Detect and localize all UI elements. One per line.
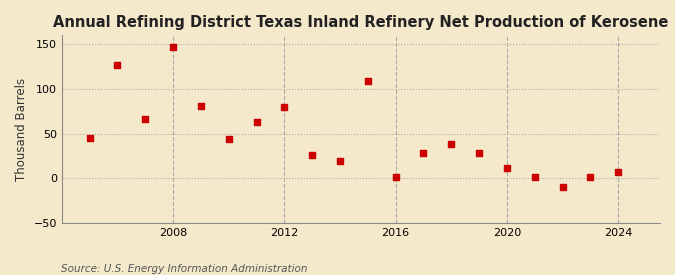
Point <box>335 159 346 164</box>
Point <box>585 174 596 179</box>
Point <box>529 174 540 179</box>
Point <box>84 136 95 140</box>
Text: Source: U.S. Energy Information Administration: Source: U.S. Energy Information Administ… <box>61 264 307 274</box>
Point <box>112 63 123 67</box>
Point <box>223 137 234 141</box>
Point <box>418 151 429 156</box>
Point <box>474 151 485 156</box>
Title: Annual Refining District Texas Inland Refinery Net Production of Kerosene: Annual Refining District Texas Inland Re… <box>53 15 668 30</box>
Point <box>307 153 318 157</box>
Point <box>279 105 290 109</box>
Point <box>251 120 262 124</box>
Y-axis label: Thousand Barrels: Thousand Barrels <box>15 78 28 181</box>
Point <box>140 117 151 122</box>
Point <box>502 166 512 170</box>
Point <box>390 174 401 179</box>
Point <box>167 45 178 49</box>
Point <box>558 185 568 189</box>
Point <box>613 170 624 174</box>
Point <box>446 142 457 147</box>
Point <box>196 104 207 108</box>
Point <box>362 79 373 83</box>
